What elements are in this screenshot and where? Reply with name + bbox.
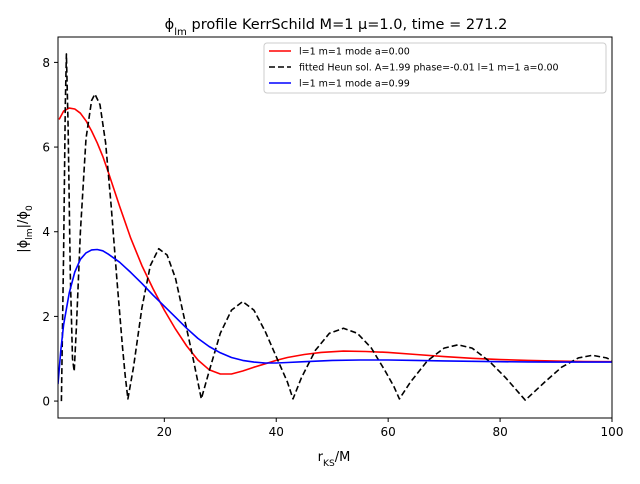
y-axis-label: |ϕlm|/ϕ0 [16, 205, 35, 253]
x-tick-label: 20 [157, 425, 172, 439]
series-line-2 [60, 53, 612, 402]
x-tick-label: 100 [601, 425, 624, 439]
plot-area-frame [57, 36, 613, 419]
y-tick-label: 6 [42, 141, 50, 155]
legend-label: l=1 m=1 mode a=0.00 [299, 47, 410, 58]
legend-label: l=1 m=1 mode a=0.99 [299, 79, 410, 90]
legend: l=1 m=1 mode a=0.00 fitted Heun sol. A=1.… [263, 42, 607, 94]
series-line-3 [58, 248, 612, 385]
x-tick-label: 40 [269, 425, 284, 439]
y-tick-label: 0 [42, 395, 50, 409]
series-line-1 [58, 107, 612, 375]
x-axis-label: rKS/M [318, 450, 351, 469]
chart-title: ϕlm profile KerrSchild M=1 μ=1.0, time =… [165, 17, 508, 38]
y-tick-label: 4 [42, 225, 50, 239]
legend-label: fitted Heun sol. A=1.99 phase=-0.01 l=1 … [299, 63, 559, 74]
legend-box [263, 42, 607, 94]
x-tick-label: 60 [381, 425, 396, 439]
y-tick-label: 8 [42, 56, 50, 70]
plot-lines [58, 53, 612, 402]
x-tick-label: 80 [492, 425, 507, 439]
y-tick-label: 2 [42, 310, 50, 324]
y-axis-ticks: 0 2 4 6 8 [42, 56, 58, 409]
x-axis-ticks: 20 40 60 80 100 [157, 418, 624, 439]
